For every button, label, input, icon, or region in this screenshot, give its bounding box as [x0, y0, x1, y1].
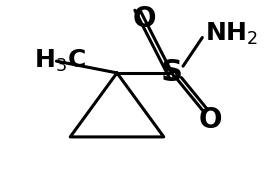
Text: O: O [199, 106, 222, 134]
Text: NH$_2$: NH$_2$ [205, 21, 258, 47]
Text: O: O [133, 5, 156, 33]
Text: S: S [161, 58, 183, 87]
Text: H$_3$C: H$_3$C [34, 48, 86, 74]
